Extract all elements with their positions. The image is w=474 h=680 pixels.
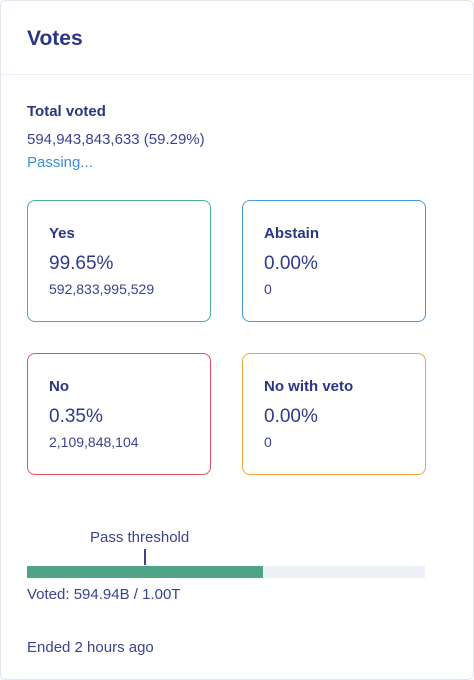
vote-option-label: No with veto: [264, 378, 354, 395]
vote-option-amount: 0: [264, 434, 272, 450]
vote-option-percent: 0.35%: [49, 406, 103, 427]
vote-option-label: No: [49, 378, 69, 395]
vote-option-no: No 0.35% 2,109,848,104: [27, 353, 211, 475]
vote-option-no-with-veto: No with veto 0.00% 0: [242, 353, 426, 475]
vote-option-amount: 592,833,995,529: [49, 281, 155, 297]
vote-progress-fill: [27, 566, 263, 578]
pass-threshold-marker: [144, 549, 146, 565]
ended-time-text: Ended 2 hours ago: [27, 639, 154, 656]
vote-progress-bar: [27, 566, 425, 578]
vote-option-amount: 2,109,848,104: [49, 434, 139, 450]
vote-option-label: Abstain: [264, 225, 320, 242]
vote-option-amount: 0: [264, 281, 272, 297]
vote-option-percent: 0.00%: [264, 253, 318, 274]
card-title: Votes: [27, 27, 83, 50]
total-voted-value: 594,943,843,633 (59.29%): [27, 131, 205, 148]
total-voted-label: Total voted: [27, 103, 106, 120]
vote-option-yes: Yes 99.65% 592,833,995,529: [27, 200, 211, 322]
voted-amount-text: Voted: 594.94B / 1.00T: [27, 586, 181, 603]
card-header: Votes: [1, 1, 473, 75]
vote-option-label: Yes: [49, 225, 75, 242]
vote-option-percent: 99.65%: [49, 253, 114, 274]
vote-option-abstain: Abstain 0.00% 0: [242, 200, 426, 322]
status-text: Passing...: [27, 154, 93, 171]
vote-option-percent: 0.00%: [264, 406, 318, 427]
pass-threshold-label: Pass threshold: [90, 529, 190, 546]
